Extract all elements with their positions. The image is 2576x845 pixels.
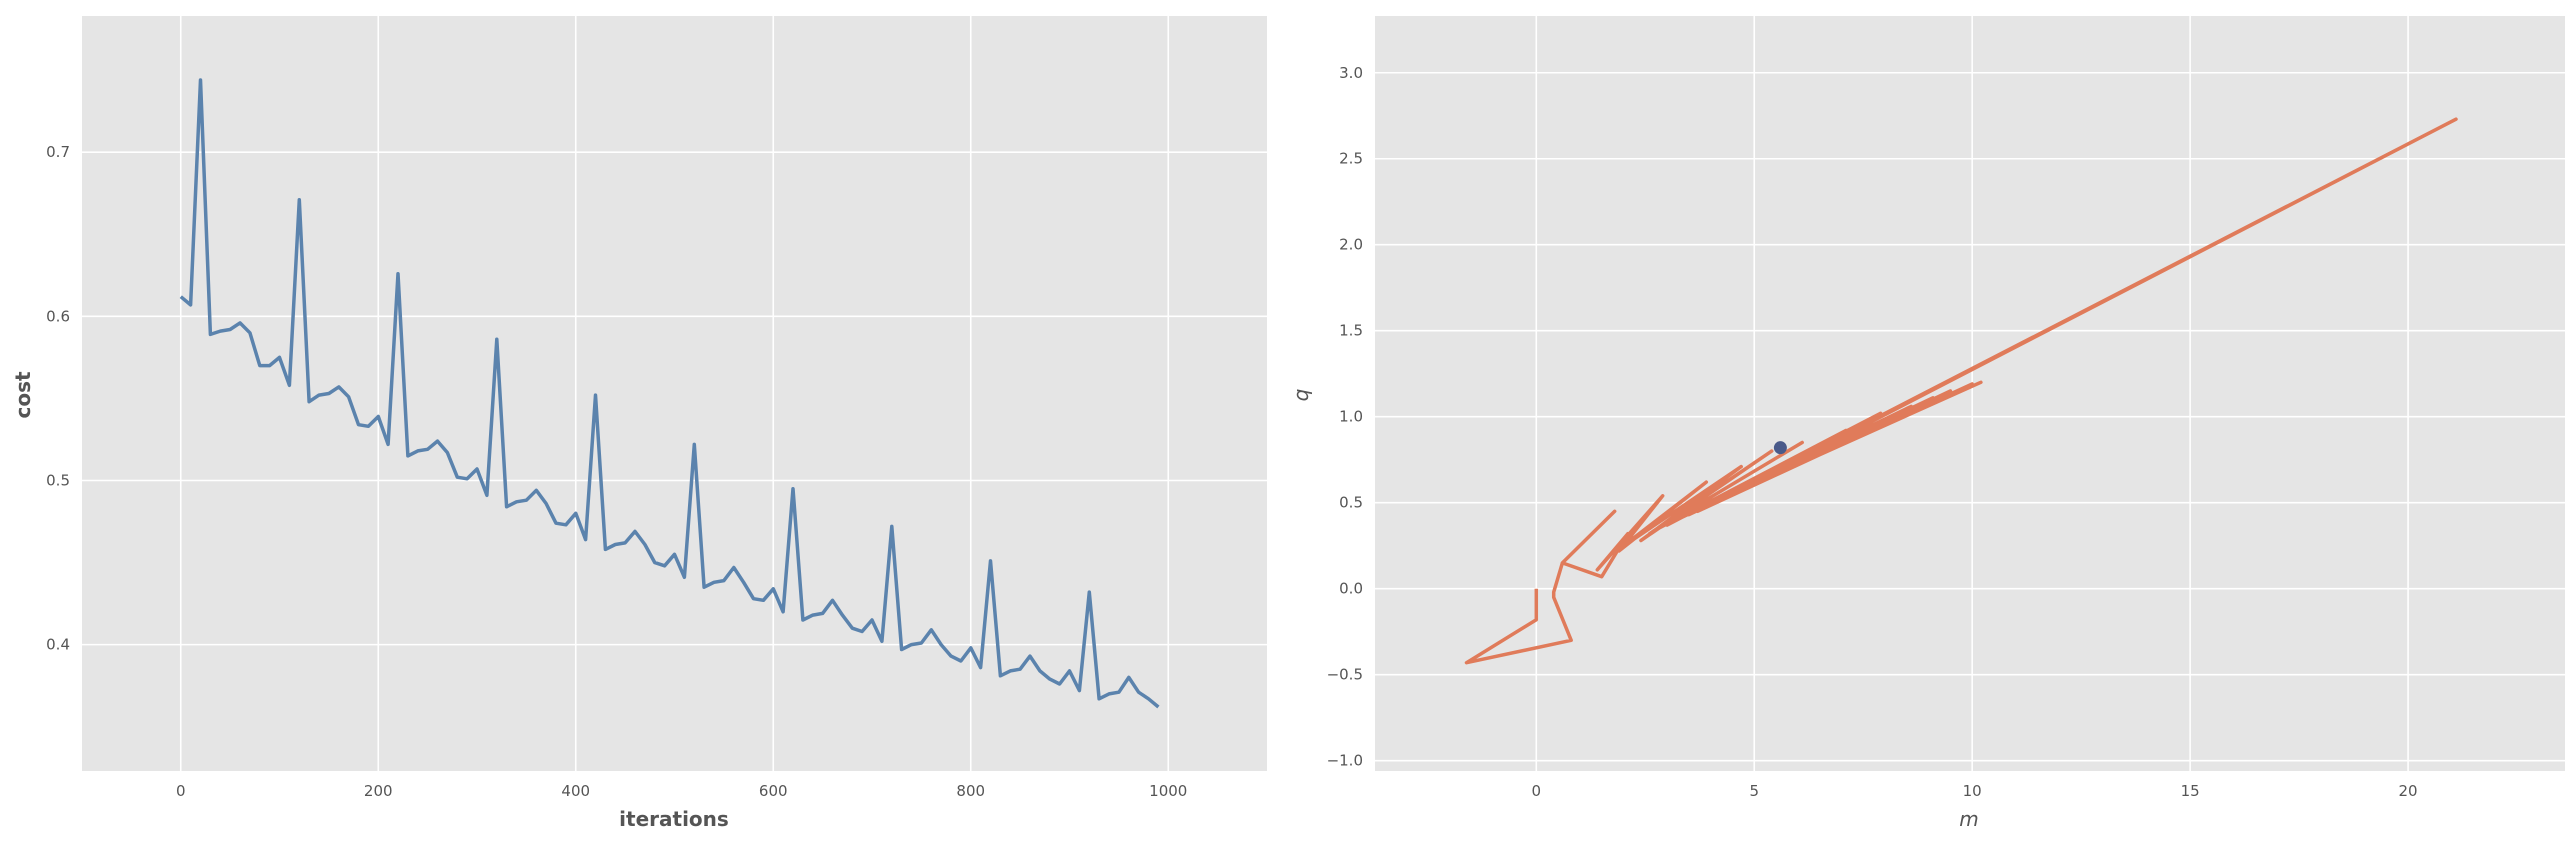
- y-axis-label-q: q: [1289, 389, 1313, 402]
- mq-trajectory-line: [1464, 117, 2458, 665]
- mq-y-ticks: −1.0 −0.5 0.0 0.5 1.0 1.5 2.0 2.5 3.0: [1327, 64, 1363, 770]
- y-tick-label: −1.0: [1327, 752, 1363, 770]
- x-tick-label: 15: [2181, 782, 2200, 800]
- cost-x-ticks: 0 200 400 600 800 1000: [176, 782, 1187, 800]
- x-tick-label: 400: [561, 782, 590, 800]
- y-tick-label: 3.0: [1339, 64, 1363, 82]
- y-tick-label: 0.6: [46, 307, 70, 325]
- cost-y-ticks: 0.4 0.5 0.6 0.7: [46, 143, 70, 653]
- cost-grid: [82, 16, 1267, 771]
- x-tick-label: 800: [956, 782, 985, 800]
- mq-chart: 0 5 10 15 20 −1.0 −0.5 0.0 0.5 1.0 1.5 2.0 2.5 3.0 m…: [1289, 16, 2565, 831]
- x-tick-label: 0: [176, 782, 186, 800]
- x-axis-label-iterations: iterations: [619, 807, 729, 831]
- y-tick-label: 2.5: [1339, 150, 1363, 168]
- x-tick-label: 5: [1749, 782, 1759, 800]
- x-tick-label: 1000: [1149, 782, 1187, 800]
- y-tick-label: 0.7: [46, 143, 70, 161]
- y-tick-label: 0.4: [46, 636, 70, 654]
- x-tick-label: 20: [2399, 782, 2418, 800]
- y-tick-label: 0.5: [46, 471, 70, 489]
- x-tick-label: 0: [1532, 782, 1542, 800]
- mq-x-ticks: 0 5 10 15 20: [1532, 782, 2418, 800]
- current-point-marker: [1773, 441, 1787, 455]
- cost-plot-area: [82, 16, 1267, 771]
- mq-grid: [1375, 16, 2565, 771]
- y-tick-label: 1.5: [1339, 322, 1363, 340]
- cost-chart: 0 200 400 600 800 1000 0.4 0.5 0.6 0.7 iteration…: [11, 16, 1267, 831]
- cost-series-line: [179, 78, 1160, 709]
- y-tick-label: 0.0: [1339, 580, 1363, 598]
- x-tick-label: 10: [1963, 782, 1982, 800]
- y-axis-label-cost: cost: [11, 371, 35, 419]
- y-tick-label: −0.5: [1327, 666, 1363, 684]
- y-tick-label: 1.0: [1339, 408, 1363, 426]
- y-tick-label: 2.0: [1339, 236, 1363, 254]
- x-tick-label: 200: [364, 782, 393, 800]
- mq-plot-area: [1375, 16, 2565, 771]
- x-tick-label: 600: [759, 782, 788, 800]
- y-tick-label: 0.5: [1339, 494, 1363, 512]
- x-axis-label-m: m: [1959, 807, 1978, 831]
